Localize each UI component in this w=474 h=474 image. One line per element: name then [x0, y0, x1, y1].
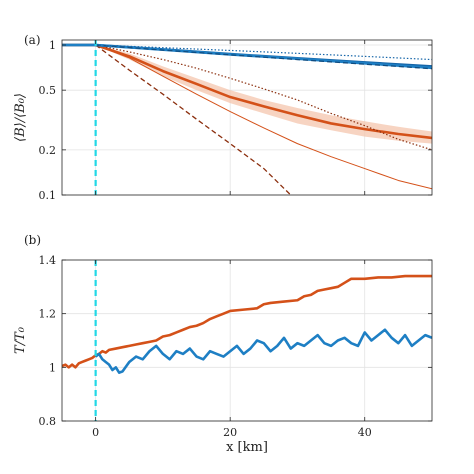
plot-area	[62, 43, 432, 195]
y-tick-label: 0.8	[39, 415, 57, 428]
y-tick-label: 1	[49, 39, 56, 52]
y-tick-label: 0.2	[39, 144, 57, 157]
series-line-0	[62, 43, 432, 140]
y-tick-label: 1.2	[39, 308, 57, 321]
panel-label: (b)	[24, 233, 41, 247]
series-line-4	[95, 44, 292, 195]
x-tick-label: 0	[92, 426, 99, 439]
series-line-2	[95, 44, 432, 190]
y-axis-label: ⟨B⟩/⟨B₀⟩	[13, 93, 28, 142]
panel-b: 0 20 40 0.8 1 1.2 1.4 T/T₀ x [km] (b)	[13, 233, 433, 455]
panel-a: 0.1 0.2 0.5 1 ⟨B⟩/⟨B₀⟩ (a)	[13, 33, 433, 202]
axes-frame	[61, 259, 433, 422]
series-line-3	[95, 44, 432, 151]
y-tick-label: 1.4	[39, 254, 57, 267]
plot-area	[62, 274, 432, 374]
series-line-0	[62, 274, 432, 369]
y-axis-label: T/T₀	[13, 326, 28, 354]
x-axis-label: x [km]	[226, 440, 268, 455]
series-line-7	[95, 44, 432, 70]
series-line-1	[94, 328, 432, 374]
series-line-8	[95, 44, 432, 61]
x-tick-label: 20	[223, 426, 237, 439]
y-tick-label: 0.5	[39, 84, 57, 97]
series-band-1	[95, 45, 432, 144]
y-tick-label: 1	[49, 361, 56, 374]
x-tick-label: 40	[358, 426, 372, 439]
panel-label: (a)	[24, 33, 41, 47]
y-tick-label: 0.1	[39, 189, 57, 202]
axes-frame	[61, 39, 433, 196]
